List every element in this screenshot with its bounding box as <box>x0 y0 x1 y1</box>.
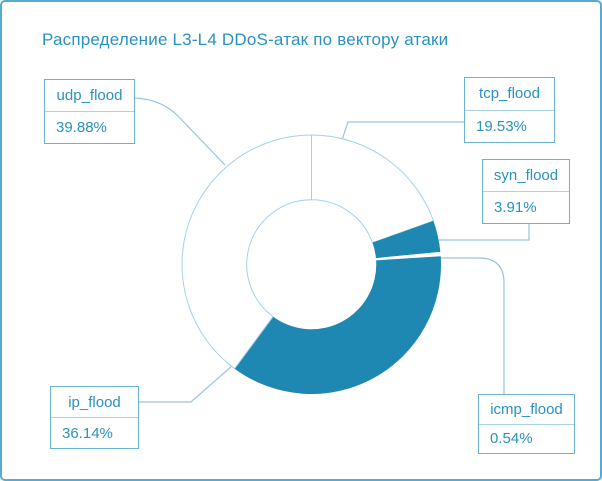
donut-segment-icmp_flood[interactable] <box>375 251 441 261</box>
leader-udp_flood <box>134 97 226 166</box>
donut-segment-syn_flood[interactable] <box>372 220 441 259</box>
callout-syn_flood-label: syn_flood <box>483 160 569 192</box>
callout-udp_flood-value: 39.88% <box>56 119 107 136</box>
leader-ip_flood <box>139 364 234 403</box>
donut-segment-tcp_flood[interactable] <box>311 134 435 244</box>
donut-segments <box>181 134 441 394</box>
leader-lines <box>134 97 530 403</box>
callout-icmp_flood-label: icmp_flood <box>479 395 574 425</box>
donut-segment-udp_flood[interactable] <box>181 134 312 370</box>
callout-syn_flood: syn_flood 3.91% <box>482 159 570 224</box>
donut-segment-ip_flood[interactable] <box>234 256 441 394</box>
callout-icmp_flood: icmp_flood 0.54% <box>478 394 575 454</box>
callout-ip_flood-label: ip_flood <box>51 387 138 418</box>
leader-syn_flood <box>439 223 530 241</box>
callout-tcp_flood-label: tcp_flood <box>465 78 554 111</box>
callout-syn_flood-value: 3.91% <box>494 199 537 216</box>
callout-ip_flood: ip_flood 36.14% <box>50 386 139 449</box>
callout-ip_flood-value: 36.14% <box>62 424 113 442</box>
callout-tcp_flood-value: 19.53% <box>476 117 527 135</box>
chart-title: Распределение L3-L4 DDoS-атак по вектору… <box>42 30 449 49</box>
callout-tcp_flood: tcp_flood 19.53% <box>464 77 555 143</box>
leader-tcp_flood <box>341 121 464 141</box>
callout-udp_flood-label: udp_flood <box>45 80 134 112</box>
leader-icmp_flood <box>439 257 505 394</box>
callout-icmp_flood-value: 0.54% <box>490 430 533 448</box>
callout-udp_flood: udp_flood 39.88% <box>44 79 135 144</box>
